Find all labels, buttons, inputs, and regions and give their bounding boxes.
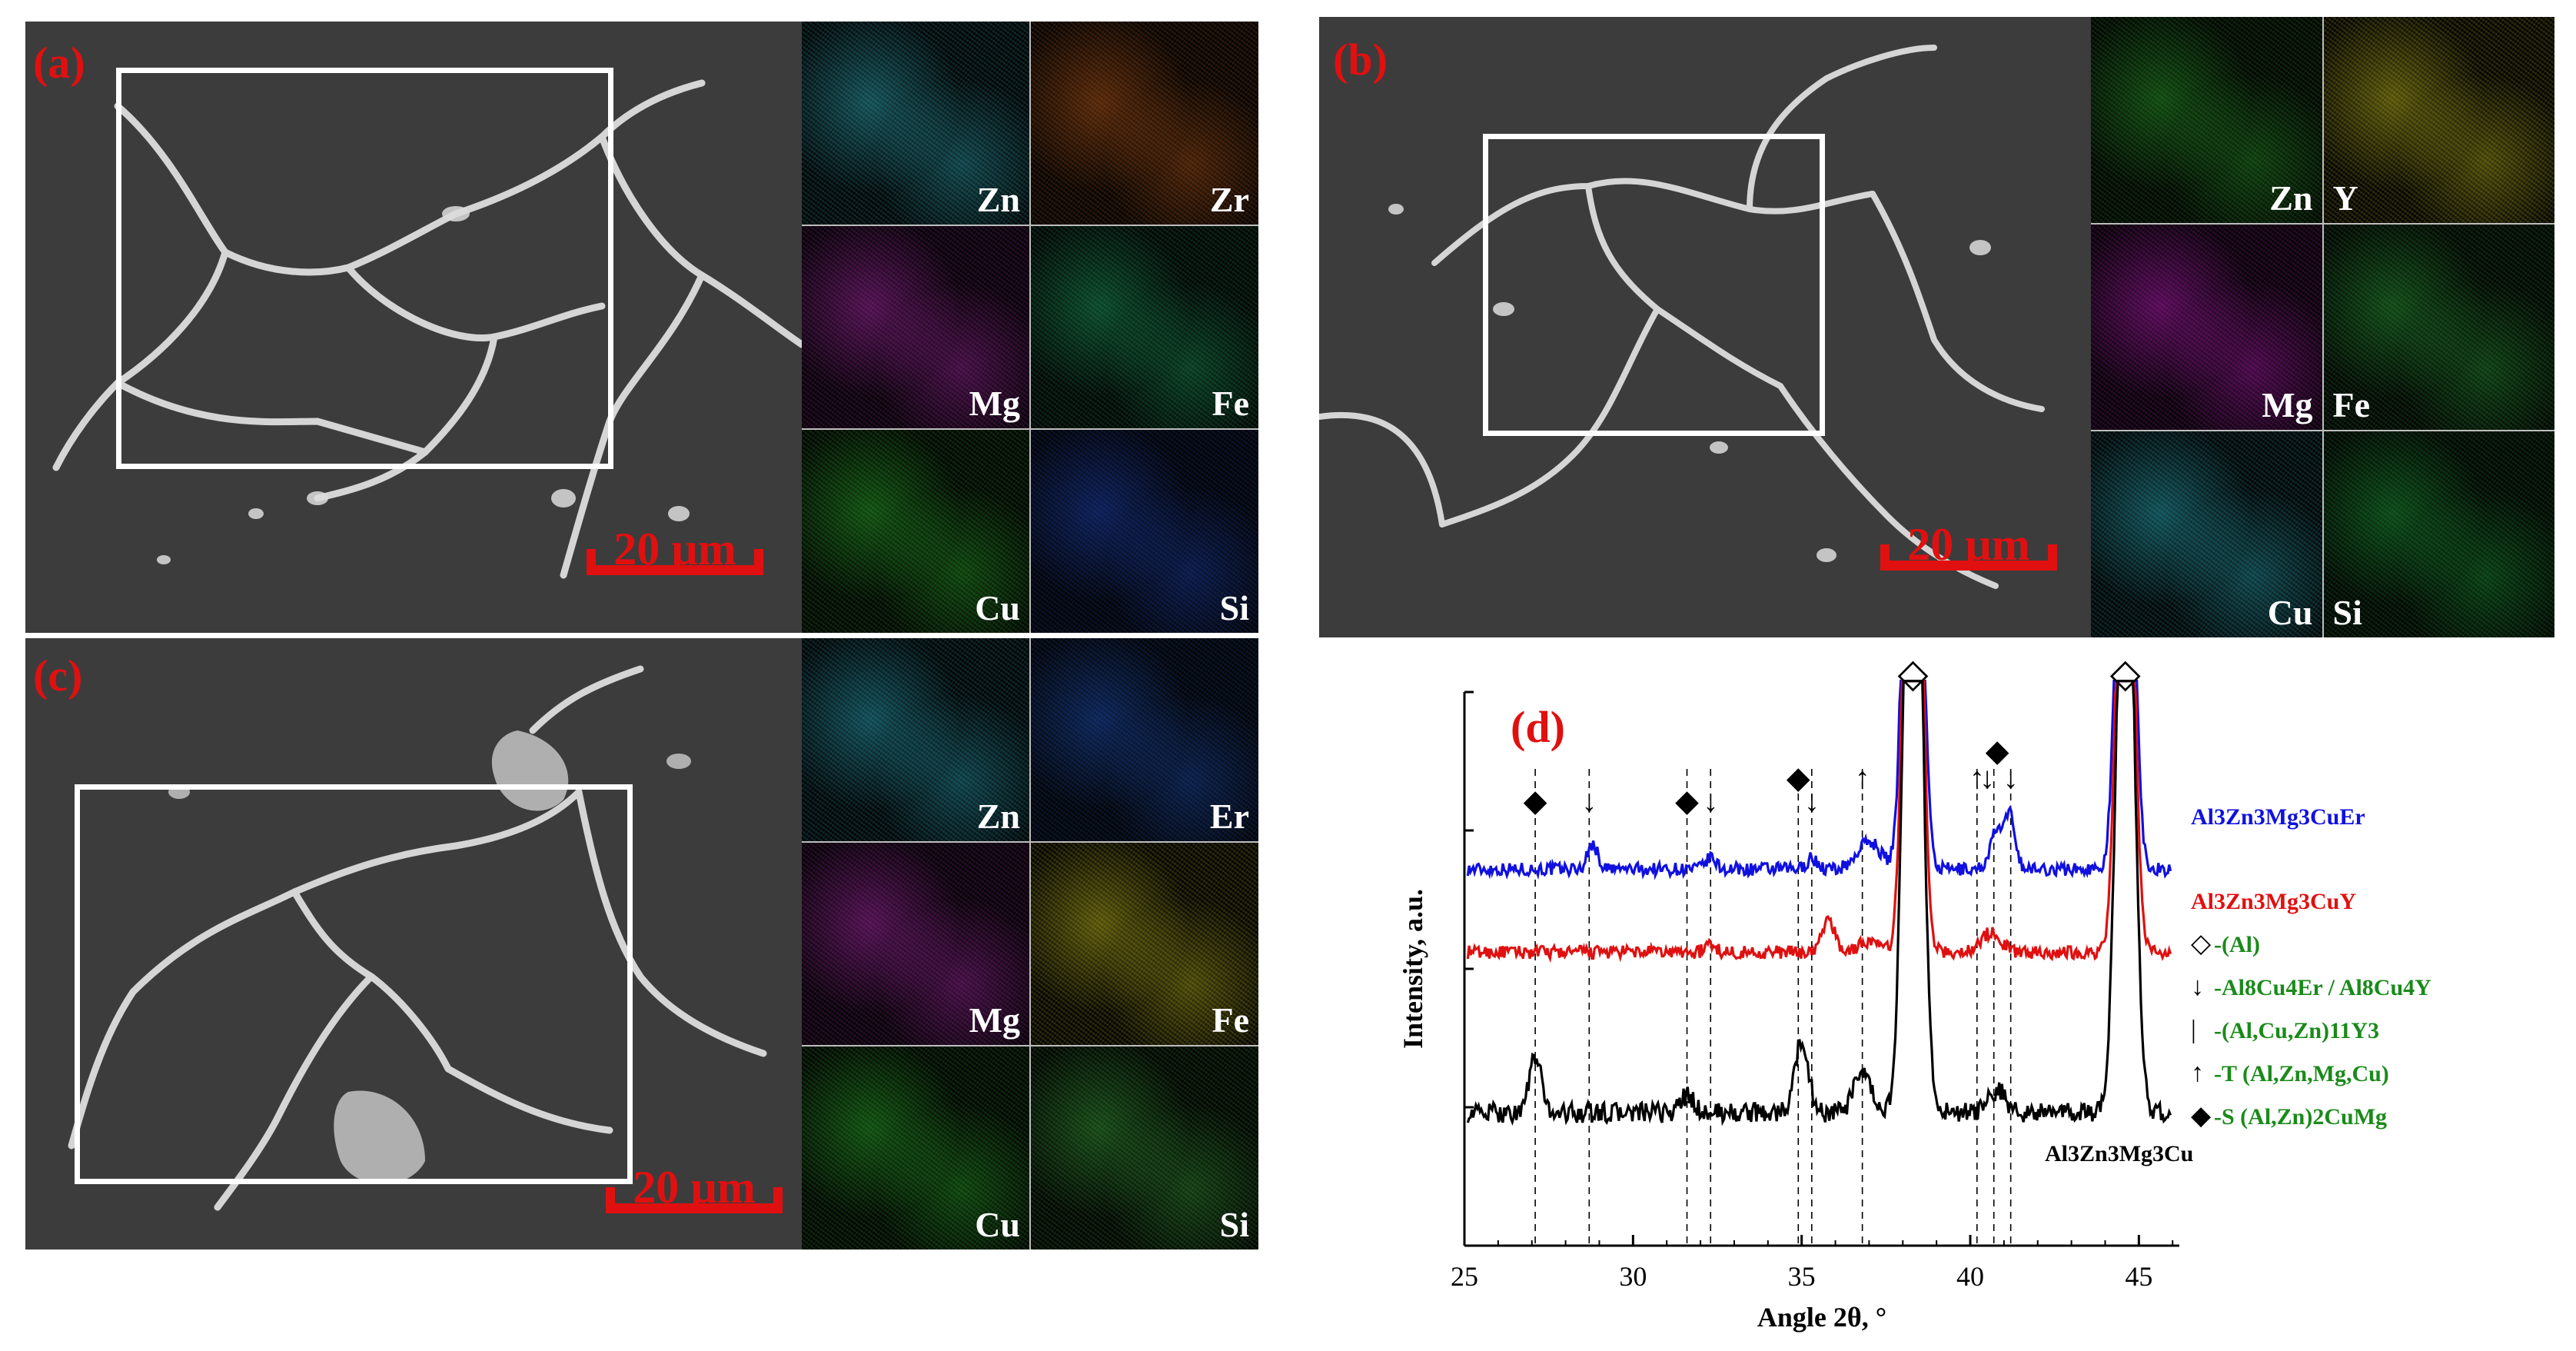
eds-map-label: Zn [976,179,1020,219]
y-axis-label: Intensity, a.u. [1398,889,1428,1049]
selected-region-a [116,68,613,469]
grain-boundary-network [68,665,767,1211]
scale-bar-c: 20 µm [606,1162,783,1213]
grain-boundary-network [52,79,802,579]
eds-map-label: Si [1219,587,1249,627]
eds-map-si: Si [1031,1047,1258,1250]
eds-map-label: Cu [2267,592,2313,632]
eds-map-fe: Fe [2323,224,2554,431]
legend-entry: -T (Al,Zn,Mg,Cu) [2214,1061,2389,1086]
peak-marker: ↓ [1581,784,1597,818]
eds-map-label: Si [2332,592,2362,632]
eds-map-label: Si [1219,1204,1249,1244]
eds-map-label: Mg [2262,385,2313,425]
legend-symbol: | [2191,1016,2196,1044]
eds-map-cu: Cu [802,1047,1029,1250]
x-tick-label: 35 [1788,1261,1816,1292]
legend-entry: -Al8Cu4Er / Al8Cu4Y [2214,975,2431,1000]
eds-map-si: Si [2323,431,2554,637]
eds-map-label: Mg [969,1000,1020,1040]
legend-entry: -S (Al,Zn)2CuMg [2214,1104,2387,1130]
grain-boundary-network [1319,45,2045,589]
peak-marker: ◆ [1675,784,1699,818]
peak-marker: ↓ [1703,784,1718,818]
peak-marker: ◆ [1787,760,1810,795]
scale-bar-a: 20 µm [587,524,763,575]
sem-micrograph-a: (a) 20 µm [25,22,802,633]
peak-marker: ◇ [1897,654,1928,696]
eds-map-label: Zr [1209,179,1249,219]
scale-line-c [606,1187,783,1213]
selected-region-b [1483,134,1825,436]
eds-map-label: Er [1209,796,1249,836]
eds-map-y: Y [2323,17,2554,223]
eds-map-mg: Mg [802,225,1029,429]
series-line [1466,680,2172,880]
panel-label-d: (d) [1511,702,1565,752]
eds-map-label: Cu [975,1204,1020,1244]
series-label: Al3Zn3Mg3CuY [2191,889,2356,914]
scale-bar-b: 20 µm [1880,519,2057,571]
eds-map-label: Cu [975,587,1020,627]
sem-micrograph-c: (c) 20 µm [25,638,802,1250]
eds-map-label: Y [2332,178,2358,218]
eds-map-zn: Zn [802,638,1029,841]
peak-marker: ◆ [1986,734,2009,768]
eds-map-cu: Cu [802,430,1029,633]
peak-marker: ↓ [2003,760,2019,795]
peak-marker: ◇ [2110,654,2141,696]
eds-map-er: Er [1031,638,1258,841]
legend-symbol: ◆ [2191,1102,2212,1130]
xrd-chart: 25 30 35 40 45 ◇ ◇ ◆ ↓ ◆ ↓ ◆ ↓ ↑ ↑ ↓ ◆ ↓ (d) Angle 2θ, ° Int… [1338,652,2576,1347]
series-line [1466,680,2172,963]
eds-maps-b: Zn Y Mg Fe Cu Si [2091,17,2554,637]
sem-micrograph-b: (b) 20 µm [1319,17,2091,637]
scale-line-a [587,549,763,575]
x-tick-label: 25 [1451,1261,1478,1292]
eds-map-label: Fe [2332,385,2371,425]
peak-marker: ◆ [1524,784,1547,818]
panel-label-a: (a) [33,38,85,88]
scale-line-b [1880,544,2057,571]
series-line [1466,680,2172,1126]
x-tick-label: 45 [2125,1261,2152,1292]
eds-map-zn: Zn [802,22,1029,225]
eds-map-mg: Mg [802,842,1029,1046]
legend-entry: -(Al,Cu,Zn)11Y3 [2214,1018,2379,1043]
eds-map-cu: Cu [2091,431,2322,637]
x-tick-label: 40 [1956,1261,1984,1292]
peak-marker: ↓ [1804,784,1820,818]
legend-symbol: ↓ [2191,973,2204,1001]
eds-map-fe: Fe [1031,225,1258,429]
eds-map-label: Mg [969,384,1020,424]
peak-marker: ↑ [1855,760,1870,795]
x-axis-label: Angle 2θ, ° [1757,1302,1886,1333]
legend-entry: -(Al) [2214,932,2260,957]
eds-map-label: Fe [1212,384,1249,424]
eds-map-label: Zn [2269,178,2313,218]
legend-symbol: ↑ [2191,1059,2204,1087]
panel-label-c: (c) [33,651,83,700]
peak-marker: ↓ [1979,760,1995,795]
xrd-plot: 25 30 35 40 45◇ ◇◆ ↓ ◆ ↓◆↓↑ ↑↓◆↓(d)Angle 2θ, °Int… [1398,652,2431,1333]
legend-symbol: ◇ [2191,930,2212,958]
eds-map-label: Zn [976,796,1020,836]
eds-map-zr: Zr [1031,22,1258,225]
eds-map-mg: Mg [2091,224,2322,431]
peak-marker: ↑ [1969,760,1985,795]
panel-label-b: (b) [1333,35,1388,85]
x-tick-label: 30 [1619,1261,1647,1292]
eds-maps-a: Zn Zr Mg Fe Cu Si [802,22,1258,633]
selected-region-c [75,784,633,1184]
eds-maps-c: Zn Er Mg Fe Cu Si [802,638,1258,1250]
series-label: Al3Zn3Mg3CuEr [2191,804,2365,830]
eds-map-si: Si [1031,430,1258,633]
series-label: Al3Zn3Mg3Cu [2045,1141,2193,1166]
eds-map-zn: Zn [2091,17,2322,223]
eds-map-fe: Fe [1031,842,1258,1046]
eds-map-label: Fe [1212,1000,1249,1040]
